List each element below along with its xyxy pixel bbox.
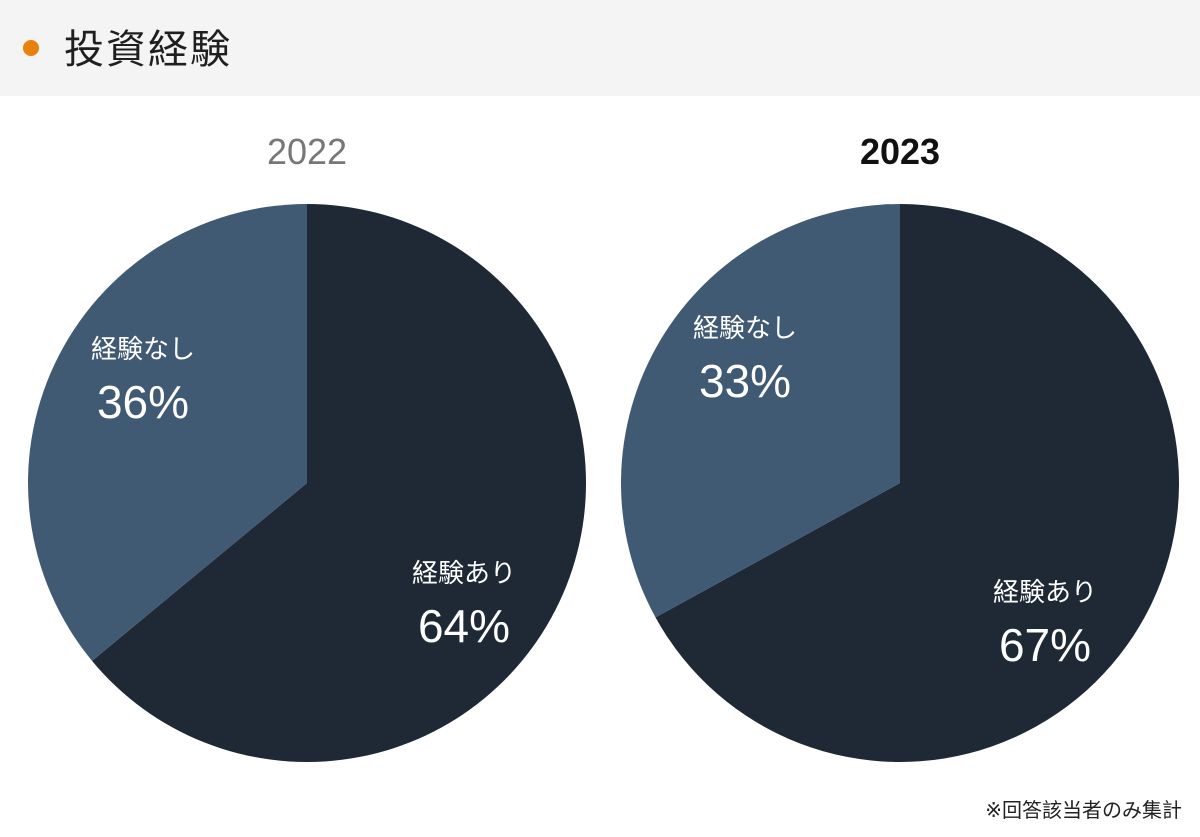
page-title: 投資経験 bbox=[64, 27, 232, 73]
slice-value-label: 33% bbox=[699, 355, 791, 407]
pie-slice-inexperienced bbox=[620, 204, 900, 618]
chart-title: 2022 bbox=[267, 131, 347, 172]
slice-value-label: 64% bbox=[418, 600, 510, 652]
pie-chart-2023: 2023 経験あり 67% 経験なし 33% bbox=[620, 131, 1179, 763]
bullet-dot-icon bbox=[23, 40, 39, 56]
pie-slice-inexperienced bbox=[28, 204, 308, 661]
chart-title: 2023 bbox=[860, 131, 940, 172]
slice-label: 経験なし bbox=[693, 314, 797, 344]
slice-value-label: 36% bbox=[97, 376, 189, 428]
slice-label: 経験あり bbox=[993, 578, 1097, 608]
pie-chart-2022: 2022 経験あり 64% 経験なし 36% bbox=[28, 131, 587, 763]
slice-value-label: 67% bbox=[999, 619, 1091, 671]
slice-label: 経験なし bbox=[91, 335, 195, 365]
header-band: 投資経験 bbox=[0, 0, 1200, 96]
slice-label: 経験あり bbox=[412, 559, 516, 589]
footnote: ※回答該当者のみ集計 bbox=[985, 798, 1182, 822]
pie-slice-experienced bbox=[92, 204, 587, 763]
pie-charts: 2022 経験あり 64% 経験なし 36% 2023 経験あり 67% 経験なし 33% bbox=[28, 131, 1179, 763]
pie-slice-experienced bbox=[655, 204, 1179, 763]
